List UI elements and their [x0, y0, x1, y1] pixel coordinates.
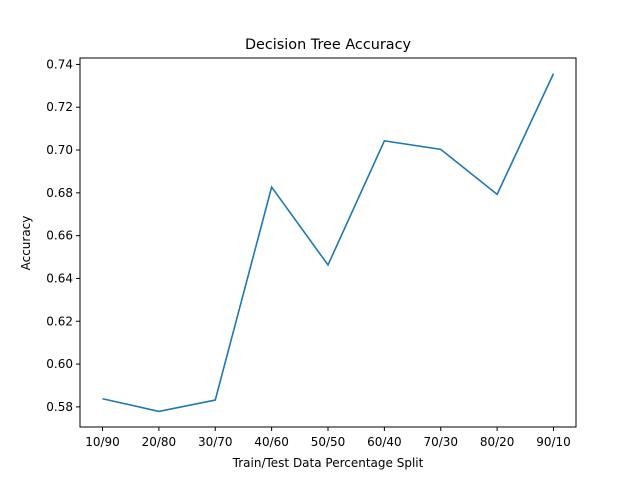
x-tick-label: 40/60	[254, 435, 289, 449]
y-tick-label: 0.64	[46, 271, 73, 285]
y-tick-label: 0.58	[46, 400, 73, 414]
x-axis-label: Train/Test Data Percentage Split	[232, 456, 424, 470]
x-axis: 10/90 20/80 30/70 40/60 50/50 60/40 70/30 80/20…	[85, 427, 571, 449]
y-tick-label: 0.66	[46, 229, 73, 243]
plot-area: 10/90 20/80 30/70 40/60 50/50 60/40 70/30 80/20…	[46, 57, 577, 449]
y-tick-label: 0.72	[46, 100, 73, 114]
series-line	[102, 73, 555, 413]
x-tick-label: 60/40	[367, 435, 402, 449]
x-tick-label: 90/10	[536, 435, 571, 449]
y-tick-label: 0.60	[46, 357, 73, 371]
y-axis: 0.58 0.60 0.62 0.64 0.66 0.68 0.70 0.72 0.74	[46, 57, 80, 414]
y-axis-label: Accuracy	[19, 216, 33, 271]
x-tick-label: 70/30	[423, 435, 458, 449]
x-tick-label: 20/80	[142, 435, 177, 449]
y-tick-label: 0.70	[46, 143, 73, 157]
plot-frame	[79, 57, 577, 428]
y-tick-label: 0.68	[46, 186, 73, 200]
y-tick-label: 0.74	[46, 57, 73, 71]
y-tick-label: 0.62	[46, 314, 73, 328]
x-tick-label: 30/70	[198, 435, 233, 449]
x-tick-label: 50/50	[311, 435, 346, 449]
chart-title: Decision Tree Accuracy	[245, 37, 412, 53]
x-tick-label: 80/20	[480, 435, 515, 449]
x-tick-label: 10/90	[85, 435, 120, 449]
